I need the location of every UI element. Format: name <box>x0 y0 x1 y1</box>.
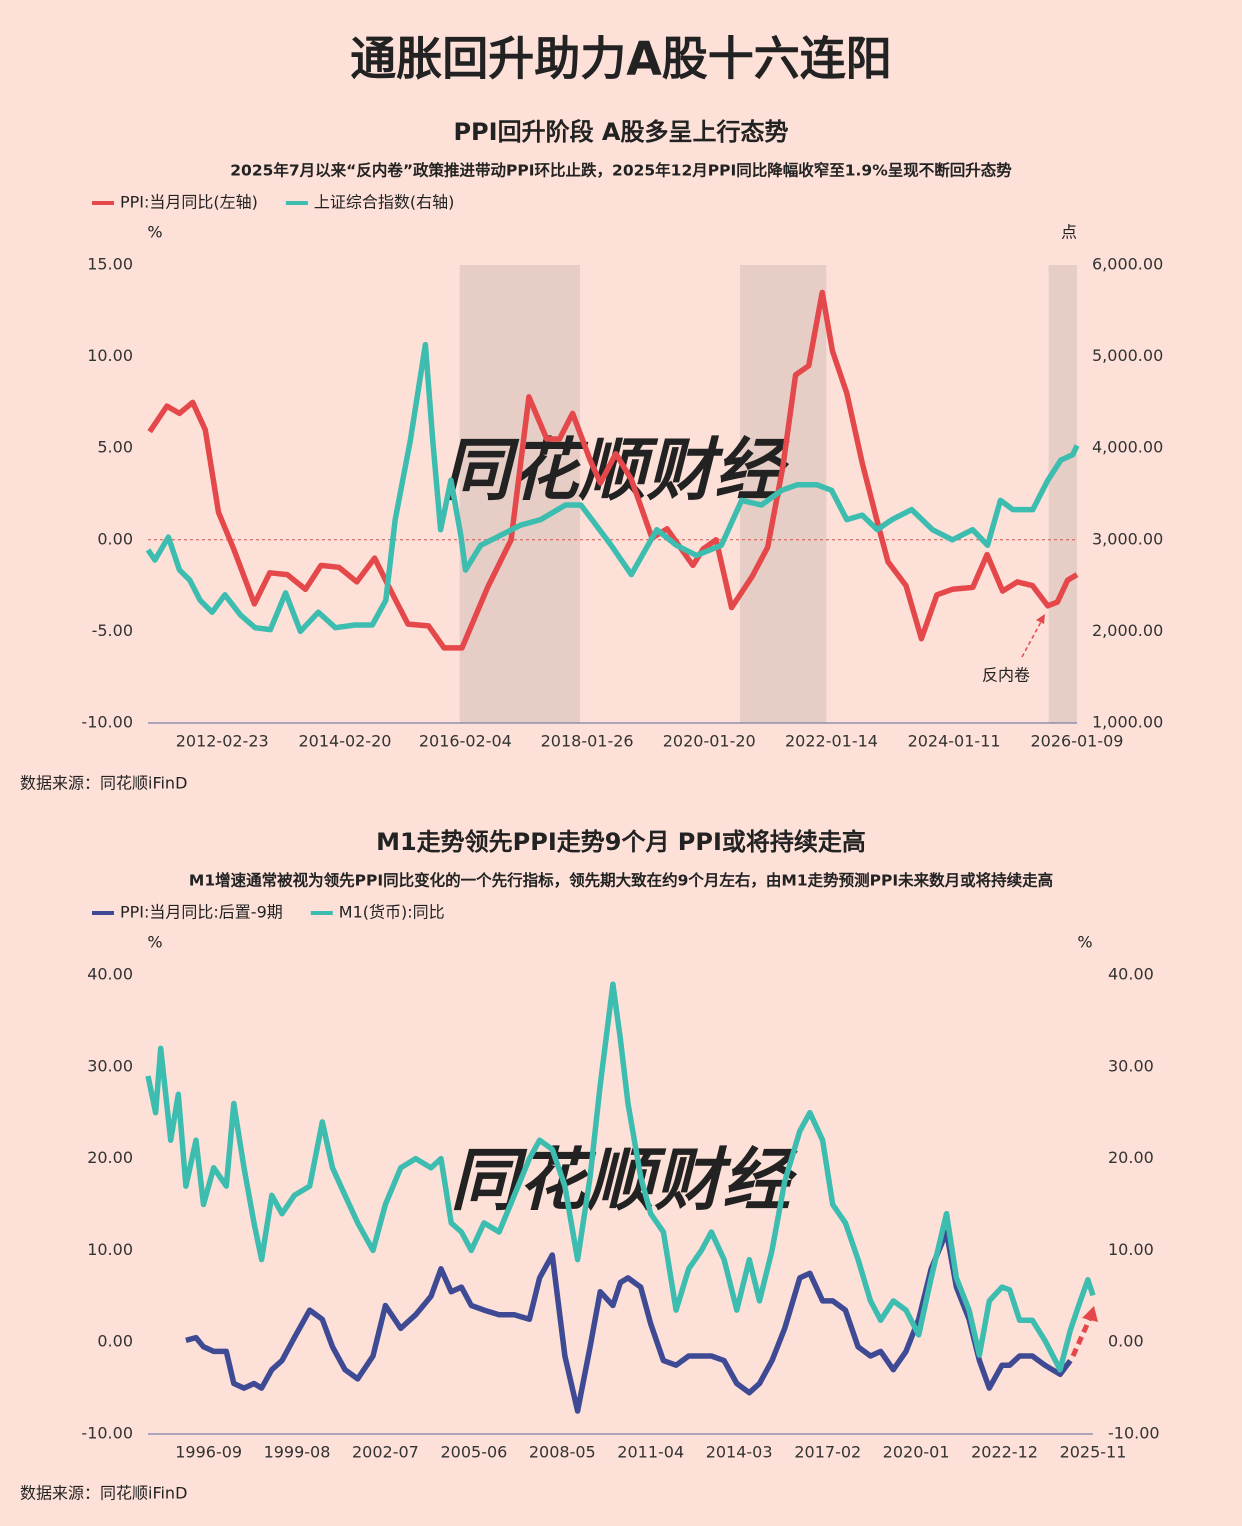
legend-label: M1(货币):同比 <box>339 903 445 922</box>
chart-subtitle: 2025年7月以来“反内卷”政策推进带动PPI环比止跌，2025年12月PPI同… <box>230 161 1012 180</box>
y-unit: % <box>147 223 162 242</box>
y2-tick-label: 10.00 <box>1108 1240 1154 1259</box>
y-tick-label: 10.00 <box>87 1240 133 1259</box>
y-tick-label: 5.00 <box>97 438 133 457</box>
x-tick-label: 2025-11 <box>1060 1443 1127 1462</box>
x-tick-label: 2018-01-26 <box>541 732 634 751</box>
x-tick-label: 2008-05 <box>529 1443 596 1462</box>
y2-tick-label: 30.00 <box>1108 1056 1154 1075</box>
y-tick-label: 15.00 <box>87 255 133 274</box>
x-tick-label: 2026-01-09 <box>1031 732 1124 751</box>
y-tick-label: -5.00 <box>92 621 133 640</box>
chart-subtitle: M1增速通常被视为领先PPI同比变化的一个先行指标，领先期大致在约9个月左右，由… <box>189 871 1053 890</box>
y-tick-label: 20.00 <box>87 1148 133 1167</box>
x-tick-label: 2002-07 <box>352 1443 419 1462</box>
shaded-period <box>1048 265 1077 723</box>
annotation-arrowhead <box>1036 614 1045 624</box>
y2-unit: % <box>1077 933 1092 952</box>
x-tick-label: 2014-02-20 <box>298 732 391 751</box>
y-tick-label: -10.00 <box>81 1424 133 1443</box>
x-tick-label: 2022-12 <box>971 1443 1038 1462</box>
y2-tick-label: -10.00 <box>1108 1424 1160 1443</box>
y-tick-label: -10.00 <box>81 713 133 732</box>
chart-title: M1走势领先PPI走势9个月 PPI或将持续走高 <box>376 828 866 856</box>
y-tick-label: 0.00 <box>97 529 133 548</box>
source-note: 数据来源：同花顺iFinD <box>20 1484 187 1503</box>
x-tick-label: 2012-02-23 <box>176 732 269 751</box>
y2-tick-label: 4,000.00 <box>1092 438 1163 457</box>
y-unit: % <box>147 933 162 952</box>
series-line <box>147 289 1079 651</box>
x-tick-label: 2005-06 <box>440 1443 507 1462</box>
watermark: 同花顺财经 <box>442 432 790 511</box>
y2-tick-label: 2,000.00 <box>1092 621 1163 640</box>
series-line <box>145 341 1080 635</box>
y-tick-label: 30.00 <box>87 1056 133 1075</box>
y2-tick-label: 3,000.00 <box>1092 529 1163 548</box>
annotation: 反内卷 <box>982 666 1030 685</box>
y2-tick-label: 20.00 <box>1108 1148 1154 1167</box>
y2-tick-label: 5,000.00 <box>1092 346 1163 365</box>
page-title: 通胀回升助力A股十六连阳 <box>350 32 892 86</box>
legend-label: PPI:当月同比:后置-9期 <box>120 903 283 922</box>
x-tick-label: 2022-01-14 <box>785 732 878 751</box>
y2-tick-label: 40.00 <box>1108 965 1154 984</box>
series-line <box>145 981 1096 1373</box>
legend-label: PPI:当月同比(左轴) <box>120 193 258 212</box>
x-tick-label: 2017-02 <box>794 1443 861 1462</box>
x-tick-label: 2016-02-04 <box>419 732 512 751</box>
y-tick-label: 10.00 <box>87 346 133 365</box>
y-tick-label: 0.00 <box>97 1332 133 1351</box>
x-tick-label: 2014-03 <box>706 1443 773 1462</box>
y2-unit: 点 <box>1061 223 1077 242</box>
y2-tick-label: 1,000.00 <box>1092 713 1163 732</box>
x-tick-label: 1996-09 <box>175 1443 242 1462</box>
x-tick-label: 2020-01 <box>883 1443 950 1462</box>
y-tick-label: 40.00 <box>87 965 133 984</box>
projection-arrow <box>1070 1316 1093 1358</box>
projection-arrowhead <box>1082 1306 1098 1322</box>
x-tick-label: 2020-01-20 <box>663 732 756 751</box>
y2-tick-label: 0.00 <box>1108 1332 1144 1351</box>
source-note: 数据来源：同花顺iFinD <box>20 774 187 793</box>
annotation-arrow <box>1021 619 1043 658</box>
x-tick-label: 2024-01-11 <box>908 732 1001 751</box>
y2-tick-label: 6,000.00 <box>1092 255 1163 274</box>
shaded-period <box>459 265 581 723</box>
chart-title: PPI回升阶段 A股多呈上行态势 <box>453 118 788 146</box>
x-tick-label: 1999-08 <box>264 1443 331 1462</box>
legend-label: 上证综合指数(右轴) <box>314 193 455 212</box>
x-tick-label: 2011-04 <box>617 1443 684 1462</box>
watermark: 同花顺财经 <box>450 1142 798 1221</box>
